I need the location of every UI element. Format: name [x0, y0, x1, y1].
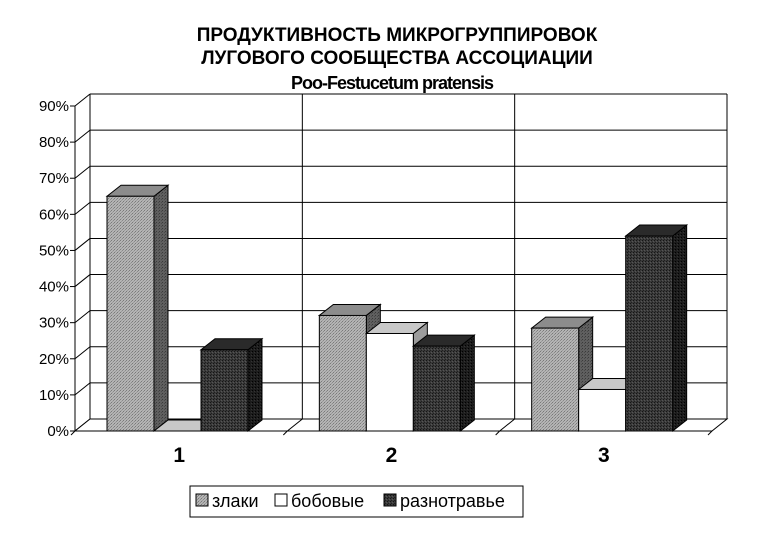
- bar-разнотравье-2: [411, 334, 476, 433]
- x-tick-label: 2: [386, 444, 398, 467]
- side-wall-gridline: [74, 201, 91, 215]
- x-tick-mark: [282, 430, 288, 436]
- bar-side: [459, 334, 475, 433]
- x-tick-label: 1: [173, 444, 185, 467]
- chart-subtitle: Poo-Festucetum pratensis: [291, 73, 494, 93]
- legend-swatch-raznotravye: [383, 493, 397, 507]
- side-wall-gridline: [74, 346, 91, 360]
- y-axis: 0% 10% 20% 30% 40% 50% 60% 70% 80% 90%: [39, 98, 76, 440]
- y-tick-label: 40%: [39, 279, 69, 296]
- x-tick-label: 3: [598, 444, 610, 467]
- legend-swatch-bobovye: [274, 493, 288, 507]
- bar-разнотравье-1: [199, 337, 264, 433]
- y-tick-label: 70%: [39, 170, 69, 187]
- bar-side: [153, 184, 169, 433]
- bar-front: [625, 235, 674, 432]
- side-wall-gridline: [74, 165, 91, 179]
- y-tick-label: 30%: [39, 315, 69, 332]
- bar-злаки-1: [105, 184, 170, 433]
- bar-front: [531, 327, 580, 432]
- side-wall-gridline: [74, 310, 91, 324]
- bar-разнотравье-3: [624, 223, 689, 433]
- legend-swatch-zlaki: [195, 493, 209, 507]
- y-tick-label: 0%: [47, 423, 69, 440]
- bar-front: [106, 195, 155, 432]
- x-tick-mark: [495, 430, 501, 436]
- bar-front: [365, 333, 414, 432]
- y-tick-label: 50%: [39, 242, 69, 259]
- chart-title-line-1: ПРОДУКТИВНОСТЬ МИКРОГРУППИРОВОК: [197, 25, 598, 46]
- x-tick-mark: [70, 430, 76, 436]
- legend-label-raznotravye: разнотравье: [400, 491, 505, 511]
- legend-label-bobovye: бобовые: [291, 491, 364, 511]
- x-axis: 1 2 3: [70, 430, 713, 467]
- chart-title-line-2: ЛУГОВОГО СООБЩЕСТВА АССОЦИАЦИИ: [201, 48, 593, 69]
- bars: [105, 184, 689, 433]
- y-tick-label: 60%: [39, 206, 69, 223]
- side-wall-gridline: [74, 274, 91, 287]
- chart-title: ПРОДУКТИВНОСТЬ МИКРОГРУППИРОВОК ЛУГОВОГО…: [197, 25, 598, 93]
- bar-side: [247, 337, 263, 433]
- legend-box: [189, 485, 524, 518]
- bar-front: [318, 314, 367, 432]
- bar-side: [672, 223, 688, 433]
- bar-front: [578, 388, 627, 432]
- legend-label-zlaki: злаки: [212, 491, 259, 511]
- y-tick-label: 80%: [39, 134, 69, 151]
- x-tick-mark: [707, 430, 713, 436]
- bar-front: [412, 345, 461, 432]
- side-wall-gridline: [74, 382, 91, 396]
- floor-divider: [287, 418, 303, 432]
- bar-front: [200, 349, 249, 432]
- side-wall-gridline: [74, 93, 91, 107]
- side-wall-gridline: [74, 238, 91, 251]
- y-tick-label: 20%: [39, 351, 69, 368]
- side-wall-gridline: [74, 129, 91, 143]
- legend: злаки бобовые разнотравье: [189, 485, 524, 518]
- y-tick-label: 10%: [39, 387, 69, 404]
- floor-divider: [499, 418, 515, 432]
- y-tick-label: 90%: [39, 98, 69, 115]
